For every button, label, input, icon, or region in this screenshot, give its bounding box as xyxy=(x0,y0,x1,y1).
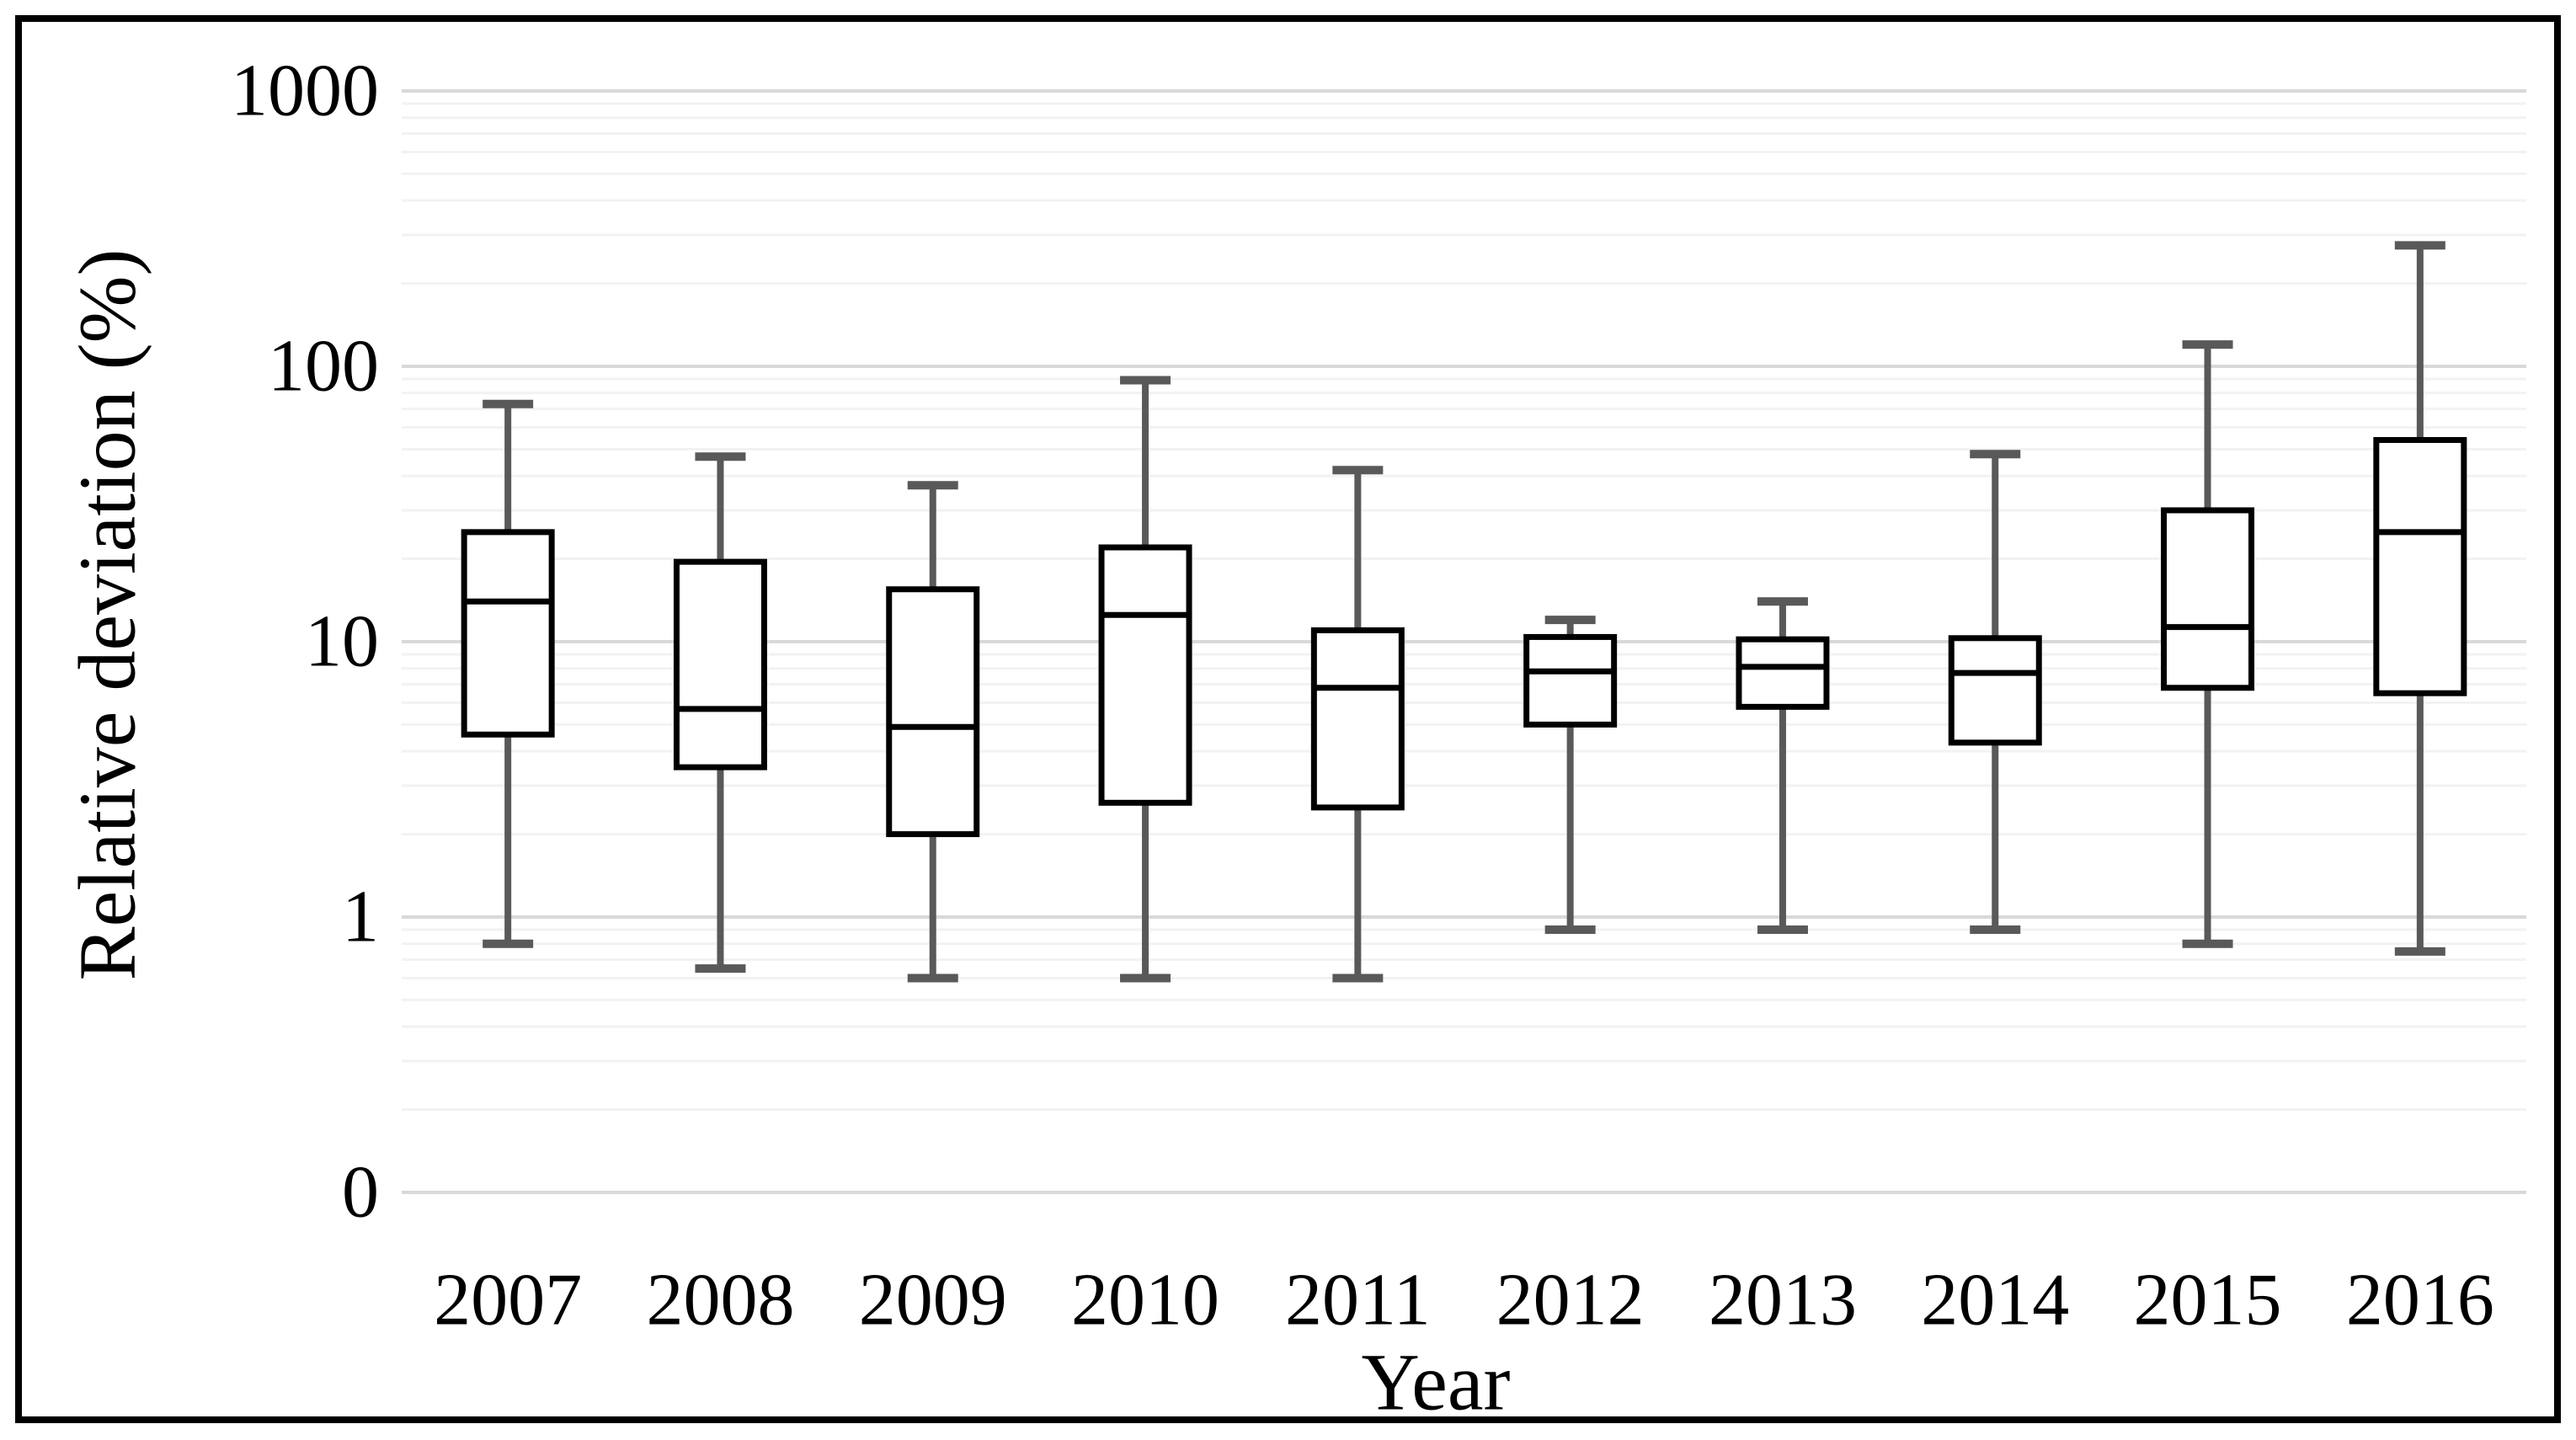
box-2007 xyxy=(461,529,555,738)
x-tick-label-2008: 2008 xyxy=(646,1260,794,1341)
box-2008 xyxy=(673,558,767,771)
y-axis-title: Relative deviation (%) xyxy=(62,248,152,980)
boxplots-group xyxy=(461,241,2467,983)
box-2012 xyxy=(1523,633,1618,728)
box-2014 xyxy=(1948,635,2042,746)
x-tick-label-2011: 2011 xyxy=(1285,1260,1431,1341)
box-2009 xyxy=(886,586,980,838)
y-tick-label-1000: 1000 xyxy=(231,51,379,132)
x-tick-label-2010: 2010 xyxy=(1071,1260,1219,1341)
x-tick-label-2016: 2016 xyxy=(2346,1260,2494,1341)
x-tick-label-2012: 2012 xyxy=(1496,1260,1645,1341)
x-axis-title: Year xyxy=(1362,1337,1511,1427)
y-tick-label-10: 10 xyxy=(305,601,379,683)
box-2010 xyxy=(1098,544,1192,806)
y-tick-label-100: 100 xyxy=(268,326,379,408)
box-2011 xyxy=(1310,627,1405,811)
x-tick-label-2013: 2013 xyxy=(1709,1260,1857,1341)
box-2015 xyxy=(2161,507,2255,691)
figure-border xyxy=(15,15,2561,1423)
x-tick-label-2007: 2007 xyxy=(434,1260,582,1341)
box-2013 xyxy=(1736,636,1830,710)
y-tick-label-0: 0 xyxy=(342,1152,379,1234)
x-tick-label-2009: 2009 xyxy=(859,1260,1007,1341)
x-tick-label-2015: 2015 xyxy=(2134,1260,2282,1341)
x-tick-label-2014: 2014 xyxy=(1921,1260,2069,1341)
y-tick-label-1: 1 xyxy=(342,877,379,958)
box-2016 xyxy=(2373,437,2467,696)
